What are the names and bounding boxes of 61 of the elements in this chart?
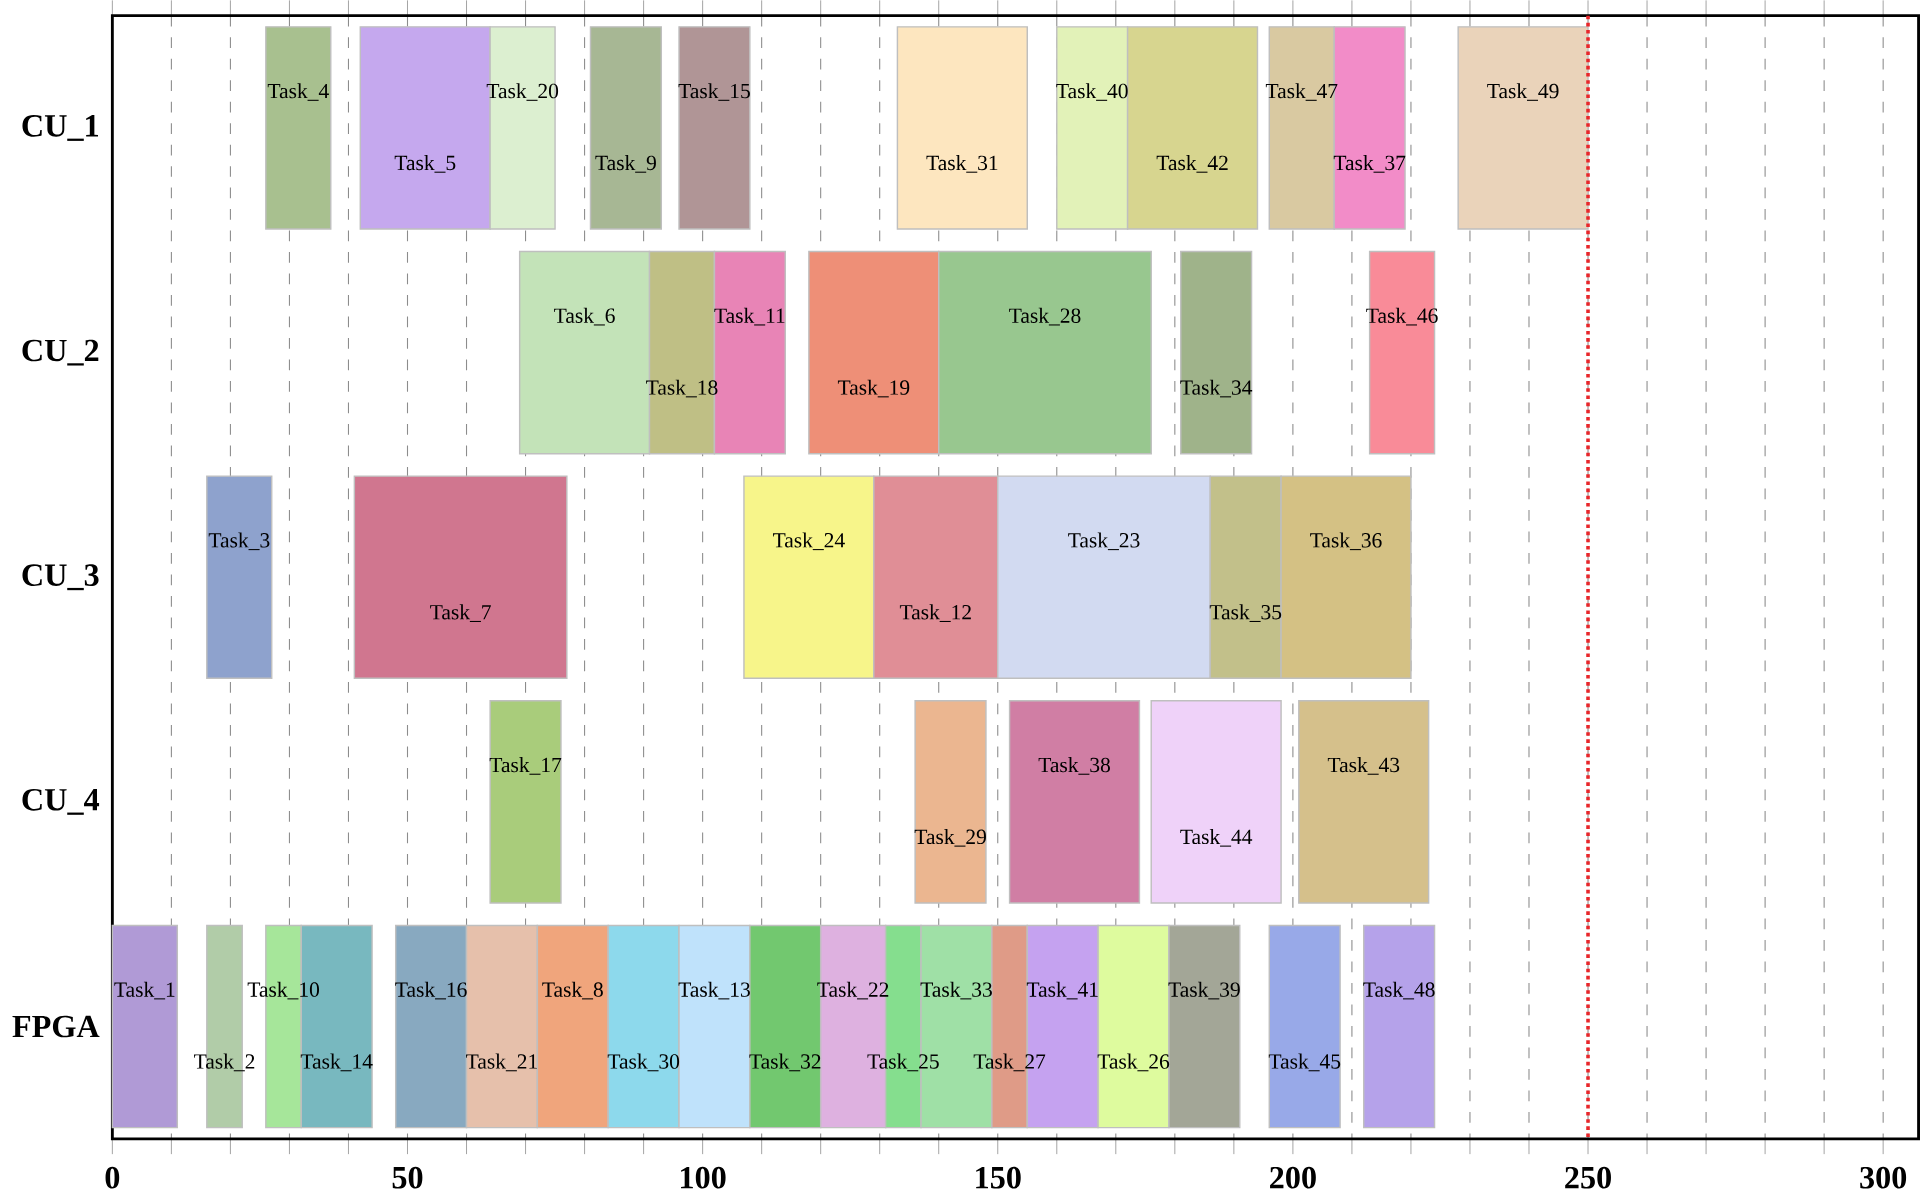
series-label: Task_4	[267, 82, 329, 101]
series-label: Task_21	[466, 1053, 537, 1072]
y-tick-label: CU_4	[22, 788, 100, 815]
series-label: Task_16	[395, 981, 467, 1000]
series-label: Task_10	[247, 981, 320, 1000]
series-label: Task_32	[749, 1053, 821, 1072]
x-tick-label: 200	[1270, 1166, 1316, 1189]
x-tick-label: 300	[1860, 1166, 1907, 1189]
y-tick-label: CU_3	[22, 564, 99, 590]
series-label: Task_30	[607, 1053, 680, 1072]
x-tick-label: 100	[681, 1166, 726, 1189]
series-label: Task_25	[867, 1053, 939, 1072]
series-label: Task_47	[1265, 82, 1338, 101]
series-label: Task_22	[817, 981, 889, 1000]
series-label: Task_45	[1268, 1053, 1341, 1072]
series-label: Task_20	[486, 82, 559, 101]
series-label: Task_35	[1209, 604, 1282, 622]
series-label: Task_27	[973, 1053, 1046, 1072]
series-label: Task_11	[714, 307, 785, 326]
series-label: Task_9	[595, 154, 656, 173]
series-label: Task_8	[542, 981, 603, 1000]
series-label: Task_40	[1056, 82, 1128, 101]
series-label: Task_15	[678, 82, 750, 101]
series-label: Task_33	[920, 981, 992, 1000]
series-label: Task_14	[300, 1053, 373, 1072]
series-label: Task_3	[208, 532, 270, 550]
series-label: Task_46	[1366, 307, 1438, 326]
series-label: Task_36	[1310, 532, 1382, 550]
series-label: Task_37	[1333, 154, 1406, 173]
y-tick-label: CU_1	[22, 114, 99, 141]
series-label: Task_1	[114, 981, 175, 1000]
y-tick-label: CU_2	[22, 339, 99, 366]
series-label: Task_28	[1009, 307, 1081, 326]
series-label: Task_41	[1026, 981, 1098, 1000]
series-label: Task_19	[837, 379, 910, 398]
series-label: Task_34	[1180, 379, 1253, 398]
series-label: Task_7	[430, 604, 491, 622]
series-label: Task_24	[773, 532, 845, 550]
series-label: Task_6	[554, 307, 615, 326]
series-label: Task_49	[1487, 82, 1559, 101]
x-tick-label: 50	[392, 1166, 423, 1189]
series-label: Task_12	[899, 604, 971, 622]
y-tick-label: FPGA	[12, 1015, 100, 1038]
series-label: Task_44	[1180, 828, 1253, 847]
series-label: Task_13	[678, 981, 750, 1000]
series-label: Task_42	[1156, 154, 1228, 173]
series-label: Task_5	[394, 154, 456, 173]
series-label: Task_17	[489, 756, 562, 775]
series-label: Task_48	[1363, 981, 1435, 1000]
x-tick-label: 0	[105, 1166, 120, 1189]
series-label: Task_2	[194, 1053, 255, 1072]
series-label: Task_23	[1068, 532, 1140, 550]
series-label: Task_18	[646, 379, 718, 398]
x-tick-label: 150	[976, 1166, 1021, 1189]
x-tick-label: 250	[1565, 1166, 1611, 1189]
series-label: Task_38	[1038, 756, 1110, 775]
series-label: Task_39	[1168, 981, 1240, 1000]
series-label: Task_29	[914, 828, 986, 847]
series-label: Task_26	[1097, 1053, 1170, 1072]
series-label: Task_31	[926, 154, 998, 173]
series-label: Task_43	[1327, 756, 1400, 775]
